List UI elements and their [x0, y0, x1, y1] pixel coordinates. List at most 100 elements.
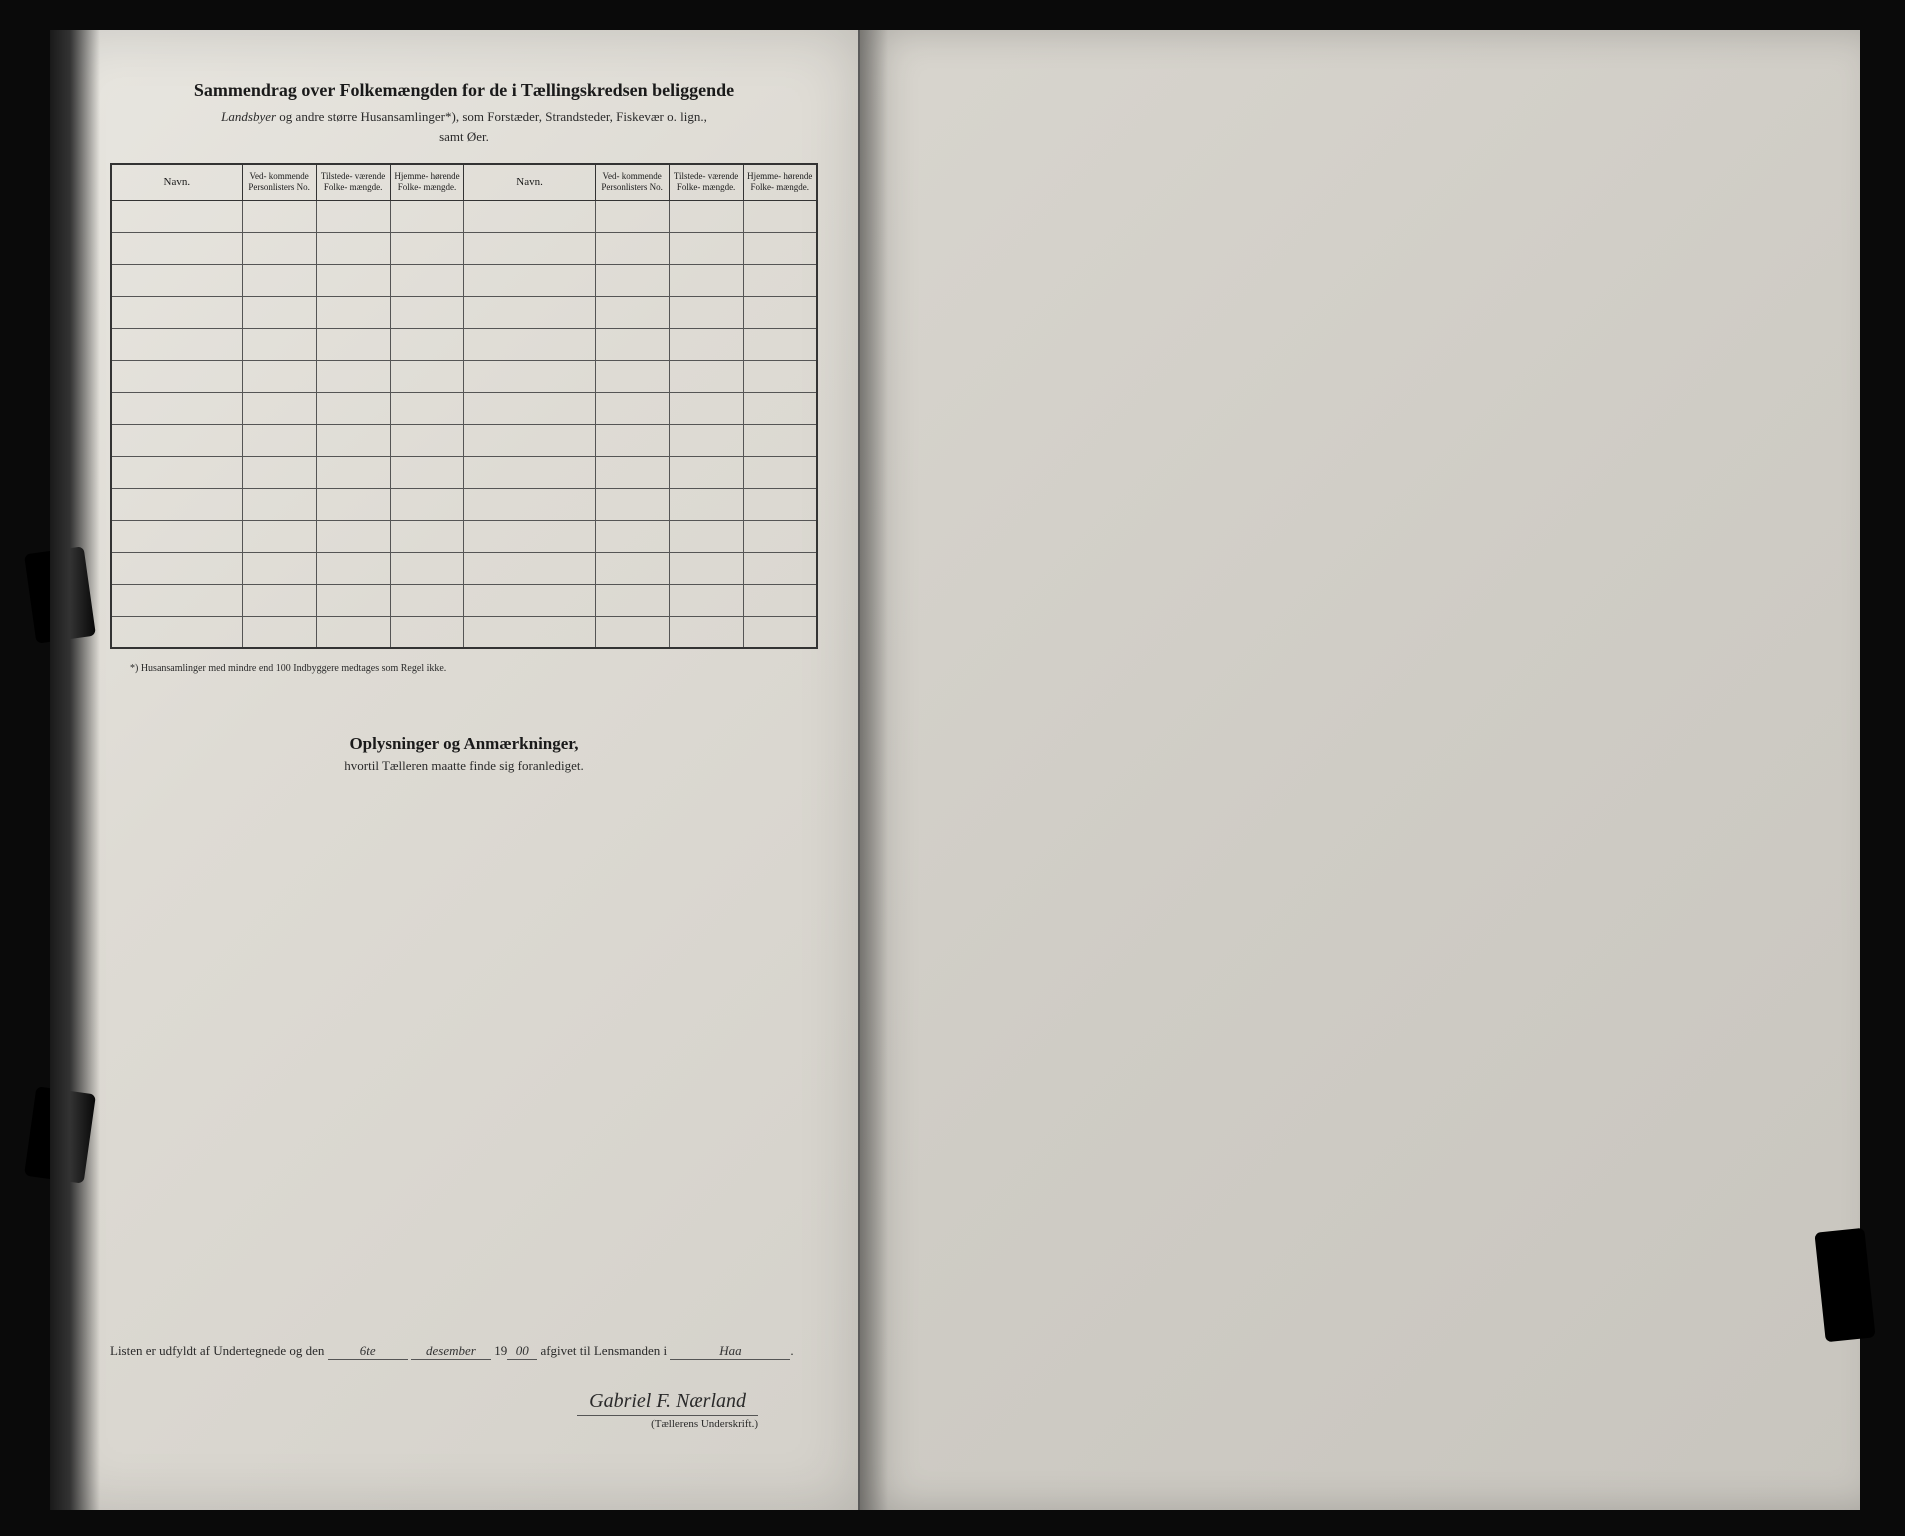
table-cell	[669, 424, 743, 456]
remarks-title: Oplysninger og Anmærkninger,	[110, 734, 818, 754]
table-cell	[390, 520, 464, 552]
table-row	[111, 200, 817, 232]
table-row	[111, 424, 817, 456]
header-block: Sammendrag over Folkemængden for de i Tæ…	[110, 80, 818, 145]
table-cell	[111, 552, 242, 584]
table-cell	[595, 360, 669, 392]
date-day: 6te	[328, 1343, 408, 1360]
table-cell	[111, 584, 242, 616]
col-navn-2: Navn.	[464, 164, 595, 201]
table-cell	[242, 232, 316, 264]
table-cell	[669, 456, 743, 488]
table-cell	[316, 424, 390, 456]
col-tilstede-2: Tilstede- værende Folke- mængde.	[669, 164, 743, 201]
table-cell	[743, 456, 817, 488]
table-cell	[316, 232, 390, 264]
table-cell	[669, 488, 743, 520]
table-cell	[669, 552, 743, 584]
table-cell	[316, 328, 390, 360]
table-cell	[316, 456, 390, 488]
date-month: desember	[411, 1343, 491, 1360]
completion-line: Listen er udfyldt af Undertegnede og den…	[110, 1343, 818, 1360]
table-body	[111, 200, 817, 648]
table-cell	[743, 616, 817, 648]
table-cell	[242, 264, 316, 296]
table-row	[111, 552, 817, 584]
subtitle-emphasis: Landsbyer	[221, 109, 276, 124]
year-suffix: 00	[507, 1343, 537, 1360]
table-cell	[111, 520, 242, 552]
table-row	[111, 584, 817, 616]
binding-edge	[50, 30, 100, 1510]
col-hjemme-2: Hjemme- hørende Folke- mængde.	[743, 164, 817, 201]
table-cell	[464, 200, 595, 232]
place: Haa	[670, 1343, 790, 1360]
table-cell	[595, 520, 669, 552]
table-cell	[390, 232, 464, 264]
table-cell	[390, 424, 464, 456]
col-hjemme-1: Hjemme- hørende Folke- mængde.	[390, 164, 464, 201]
table-cell	[242, 296, 316, 328]
table-cell	[464, 296, 595, 328]
table-cell	[743, 360, 817, 392]
table-cell	[316, 552, 390, 584]
table-cell	[595, 456, 669, 488]
table-cell	[316, 488, 390, 520]
table-cell	[669, 232, 743, 264]
table-cell	[464, 424, 595, 456]
table-cell	[464, 232, 595, 264]
table-cell	[390, 488, 464, 520]
table-cell	[390, 360, 464, 392]
table-cell	[390, 552, 464, 584]
table-cell	[111, 232, 242, 264]
table-cell	[316, 616, 390, 648]
table-cell	[390, 616, 464, 648]
table-header: Navn. Ved- kommende Personlisters No. Ti…	[111, 164, 817, 201]
table-cell	[464, 488, 595, 520]
table-cell	[111, 200, 242, 232]
table-row	[111, 264, 817, 296]
table-cell	[595, 488, 669, 520]
right-page	[860, 30, 1860, 1510]
table-cell	[111, 488, 242, 520]
table-cell	[595, 616, 669, 648]
table-cell	[242, 392, 316, 424]
census-table: Navn. Ved- kommende Personlisters No. Ti…	[110, 163, 818, 650]
table-cell	[390, 328, 464, 360]
table-cell	[743, 584, 817, 616]
table-cell	[464, 584, 595, 616]
table-cell	[316, 520, 390, 552]
table-cell	[111, 424, 242, 456]
table-cell	[242, 328, 316, 360]
table-row	[111, 616, 817, 648]
table-cell	[390, 584, 464, 616]
table-cell	[464, 392, 595, 424]
table-cell	[242, 200, 316, 232]
main-title: Sammendrag over Folkemængden for de i Tæ…	[110, 80, 818, 101]
table-row	[111, 520, 817, 552]
table-row	[111, 392, 817, 424]
table-cell	[111, 392, 242, 424]
table-cell	[242, 424, 316, 456]
table-cell	[316, 264, 390, 296]
table-cell	[669, 584, 743, 616]
signature-label: (Tællerens Underskrift.)	[110, 1418, 758, 1430]
table-cell	[743, 264, 817, 296]
subtitle-line1: Landsbyer og andre større Husansamlinger…	[110, 107, 818, 127]
table-cell	[242, 552, 316, 584]
table-cell	[464, 328, 595, 360]
table-cell	[669, 200, 743, 232]
table-cell	[669, 616, 743, 648]
table-cell	[316, 296, 390, 328]
table-row	[111, 328, 817, 360]
table-cell	[595, 296, 669, 328]
table-cell	[464, 264, 595, 296]
table-cell	[464, 520, 595, 552]
table-row	[111, 296, 817, 328]
table-cell	[390, 456, 464, 488]
col-navn-1: Navn.	[111, 164, 242, 201]
table-cell	[316, 360, 390, 392]
remarks-section: Oplysninger og Anmærkninger, hvortil Tæl…	[110, 734, 818, 774]
year-prefix: 19	[494, 1343, 507, 1358]
table-cell	[595, 424, 669, 456]
